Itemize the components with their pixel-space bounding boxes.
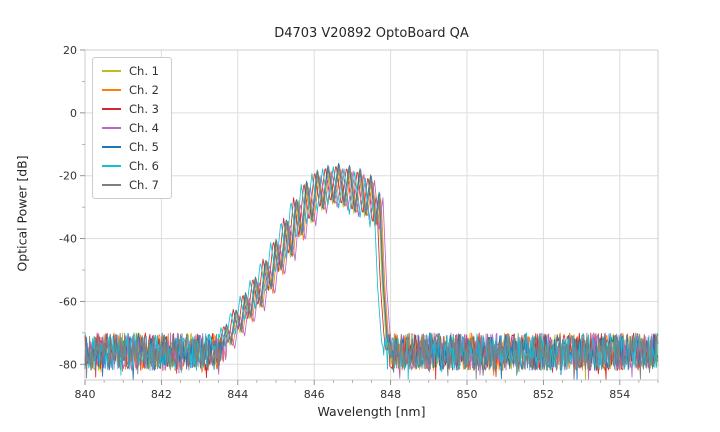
series-line-ch-6: [84, 166, 659, 380]
chart-title: D4703 V20892 OptoBoard QA: [274, 26, 469, 41]
y-tick-label: -60: [59, 295, 77, 308]
legend-label: Ch. 5: [129, 140, 159, 154]
y-axis-label: Optical Power [dB]: [14, 155, 30, 272]
y-tick-label: -20: [59, 170, 77, 183]
legend-label: Ch. 1: [129, 64, 159, 78]
legend-item-ch-7: Ch. 7: [102, 178, 159, 192]
legend-item-ch-6: Ch. 6: [102, 159, 159, 173]
legend-swatch: [102, 165, 121, 167]
legend-label: Ch. 7: [129, 178, 159, 192]
x-tick-label: 852: [533, 388, 554, 401]
y-tick-label: -80: [59, 358, 77, 371]
legend-swatch: [102, 184, 121, 186]
y-tick-label: 20: [63, 44, 77, 57]
y-tick-label: -40: [59, 233, 77, 246]
legend-item-ch-4: Ch. 4: [102, 121, 159, 135]
x-tick-label: 848: [380, 388, 401, 401]
legend: Ch. 1 Ch. 2 Ch. 3 Ch. 4 Ch. 5 Ch. 6 Ch. 7: [92, 57, 172, 199]
legend-label: Ch. 4: [129, 121, 159, 135]
legend-item-ch-5: Ch. 5: [102, 140, 159, 154]
legend-label: Ch. 6: [129, 159, 159, 173]
legend-swatch: [102, 127, 121, 129]
x-axis-label: Wavelength [nm]: [317, 404, 426, 419]
y-tick-label: 0: [70, 107, 77, 120]
legend-swatch: [102, 89, 121, 91]
x-tick-label: 854: [609, 388, 630, 401]
legend-swatch: [102, 146, 121, 148]
legend-swatch: [102, 108, 121, 110]
legend-item-ch-2: Ch. 2: [102, 83, 159, 97]
x-tick-label: 850: [457, 388, 478, 401]
x-tick-label: 840: [75, 388, 96, 401]
series-line-ch-7: [84, 164, 659, 380]
x-tick-label: 844: [227, 388, 248, 401]
x-tick-label: 842: [151, 388, 172, 401]
legend-label: Ch. 3: [129, 102, 159, 116]
legend-swatch: [102, 70, 121, 72]
x-tick-label: 846: [304, 388, 325, 401]
legend-label: Ch. 2: [129, 83, 159, 97]
legend-item-ch-1: Ch. 1: [102, 64, 159, 78]
legend-item-ch-3: Ch. 3: [102, 102, 159, 116]
